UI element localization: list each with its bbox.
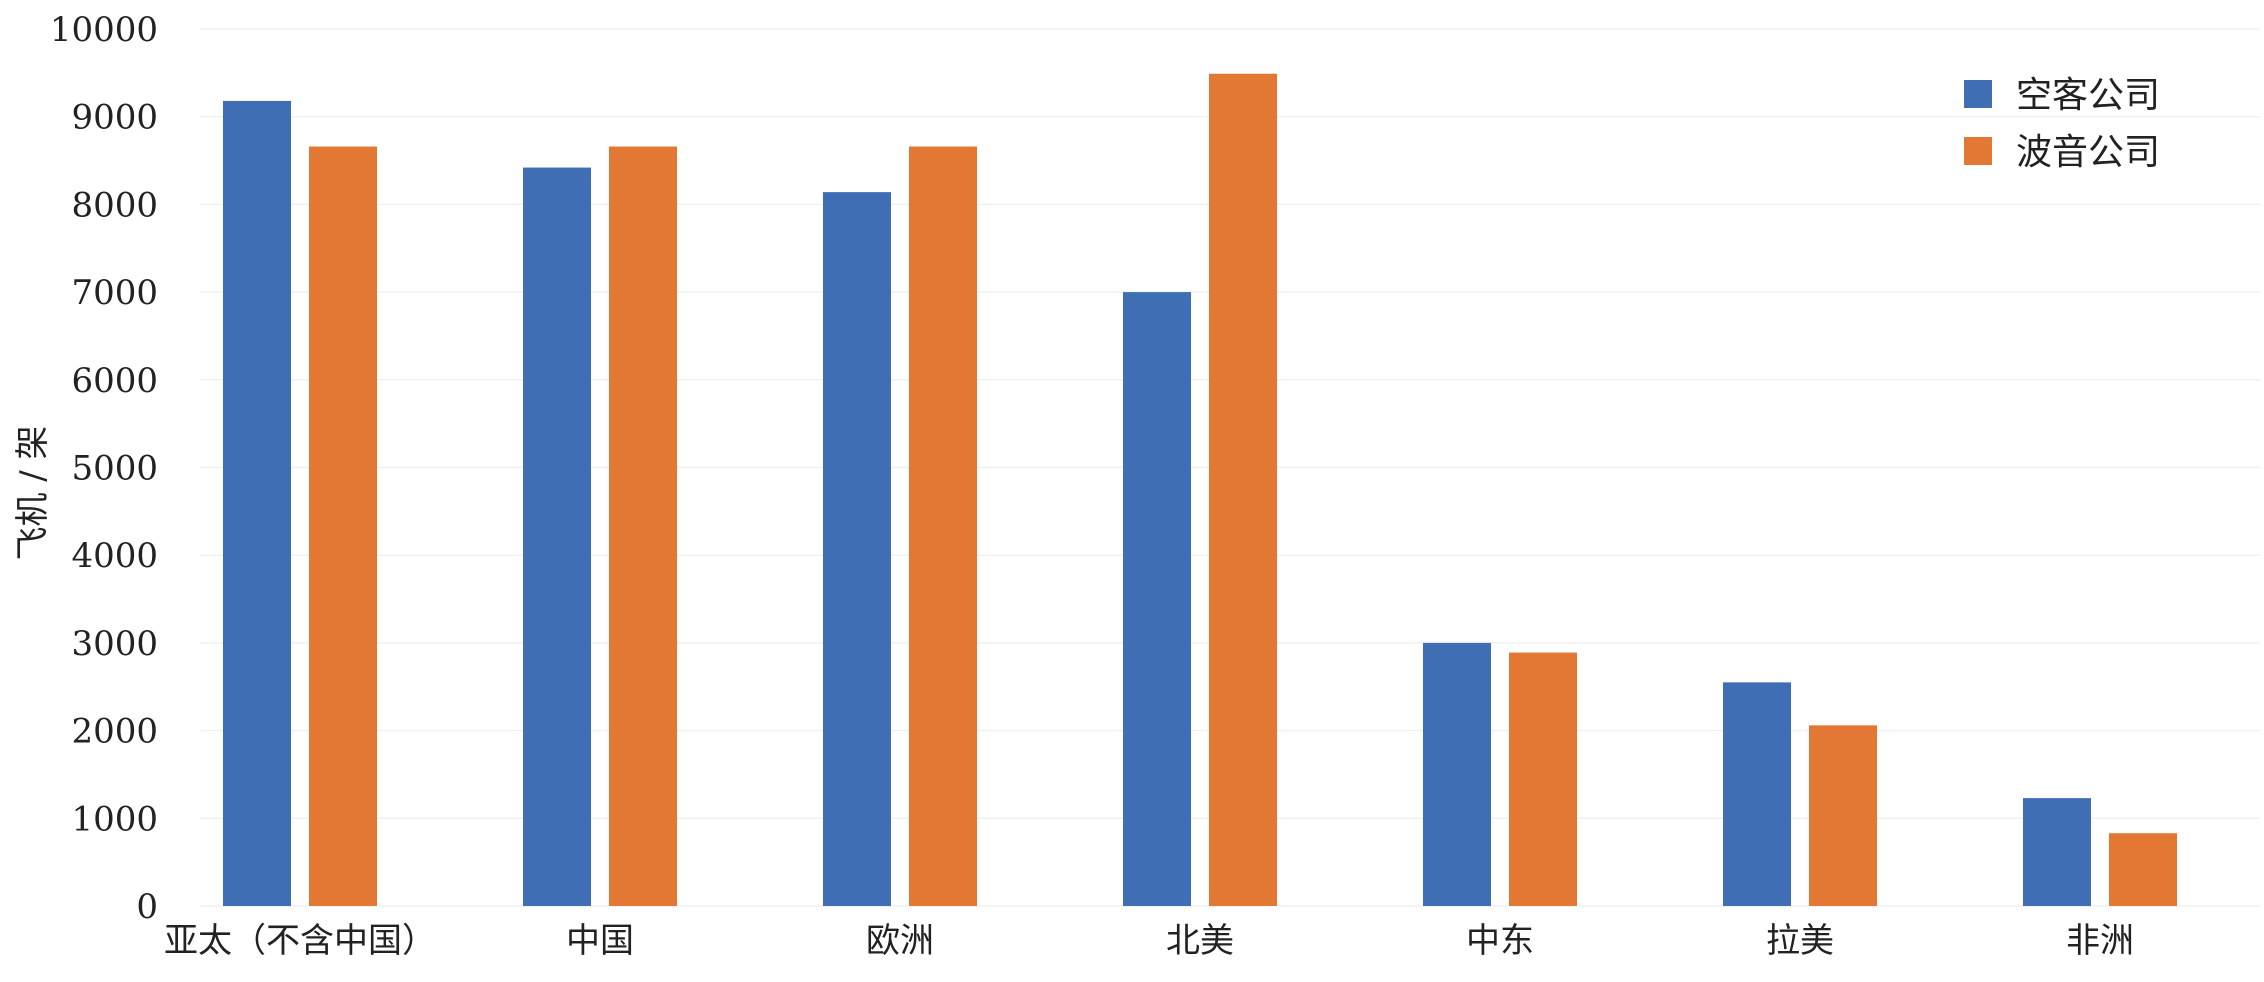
y-tick-label: 1000 <box>71 799 158 839</box>
x-tick-label: 欧洲 <box>866 921 934 961</box>
bar-series-2 <box>2109 833 2177 906</box>
bar-series-1 <box>1723 682 1791 906</box>
bar-series-1 <box>1123 292 1191 907</box>
bar-series-1 <box>823 192 891 906</box>
bar-series-2 <box>1509 652 1577 906</box>
x-tick-label: 中国 <box>566 921 634 961</box>
y-axis-ticks: 0 1000 2000 3000 4000 5000 6000 7000 8000 9000 100… <box>50 10 158 927</box>
legend-label: 空客公司 <box>2016 75 2160 116</box>
y-tick-label: 7000 <box>71 273 158 313</box>
bar-series-2 <box>1809 725 1877 906</box>
y-tick-label: 0 <box>136 887 158 927</box>
x-tick-label: 拉美 <box>1766 921 1834 961</box>
y-tick-label: 10000 <box>50 10 158 50</box>
x-axis-ticks: 亚太（不含中国） 中国 欧洲 北美 中东 拉美 非洲 <box>164 921 2134 961</box>
bar-series-1 <box>1423 642 1491 906</box>
legend-swatch <box>1964 137 1992 165</box>
legend-swatch <box>1964 80 1992 108</box>
x-tick-label: 亚太（不含中国） <box>164 921 436 961</box>
bar-series-1 <box>223 100 291 906</box>
legend-label: 波音公司 <box>2016 132 2160 173</box>
bar-series-2 <box>609 146 677 906</box>
y-tick-label: 3000 <box>71 624 158 664</box>
x-tick-label: 北美 <box>1166 921 1234 961</box>
y-tick-label: 4000 <box>71 536 158 576</box>
bar-series-1 <box>523 167 591 907</box>
y-tick-label: 5000 <box>71 449 158 489</box>
bar-series-2 <box>1209 73 1277 907</box>
y-axis-title: 飞机 / 架 <box>13 425 53 560</box>
y-tick-label: 2000 <box>71 712 158 752</box>
y-tick-label: 6000 <box>71 361 158 401</box>
x-tick-label: 中东 <box>1466 921 1534 961</box>
bar-series-2 <box>309 146 377 906</box>
bar-series-2 <box>909 146 977 906</box>
y-tick-label: 9000 <box>71 98 158 138</box>
y-tick-label: 8000 <box>71 185 158 225</box>
bars <box>223 73 2177 907</box>
bar-series-1 <box>2023 798 2091 906</box>
x-tick-label: 非洲 <box>2066 921 2134 961</box>
